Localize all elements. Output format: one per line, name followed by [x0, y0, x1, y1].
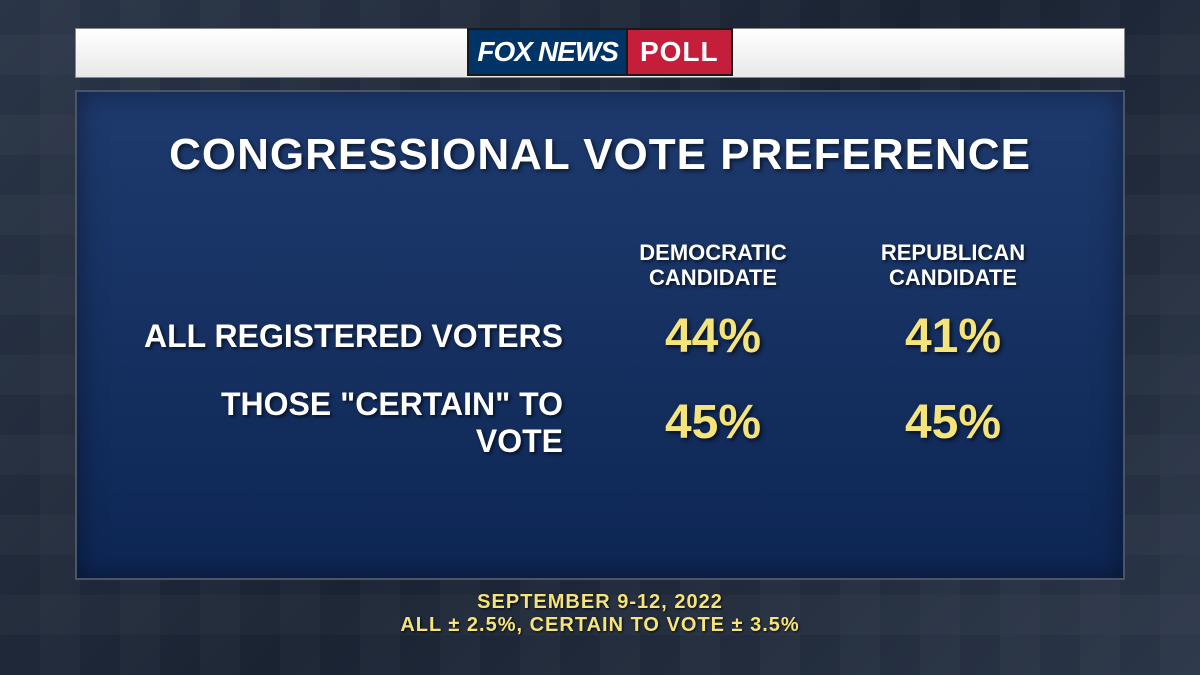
col-line2: CANDIDATE: [593, 265, 833, 290]
value-cell: 45%: [833, 395, 1073, 450]
footer-date: SEPTEMBER 9-12, 2022: [0, 591, 1200, 614]
news-text: NEWS: [538, 36, 618, 68]
table-row: THOSE "CERTAIN" TO VOTE 45% 45%: [127, 386, 1073, 460]
footer: SEPTEMBER 9-12, 2022 ALL ± 2.5%, CERTAIN…: [0, 591, 1200, 637]
row-label: THOSE "CERTAIN" TO VOTE: [127, 386, 593, 460]
col-line1: REPUBLICAN: [833, 240, 1073, 265]
value-cell: 41%: [833, 309, 1073, 364]
col-line2: CANDIDATE: [833, 265, 1073, 290]
top-bar: FOX NEWS POLL: [75, 28, 1125, 78]
logo-container: FOX NEWS POLL: [467, 28, 732, 76]
column-header-dem: DEMOCRATIC CANDIDATE: [593, 240, 833, 291]
poll-logo: POLL: [628, 28, 733, 76]
footer-margin: ALL ± 2.5%, CERTAIN TO VOTE ± 3.5%: [0, 614, 1200, 637]
main-panel: CONGRESSIONAL VOTE PREFERENCE DEMOCRATIC…: [75, 90, 1125, 580]
fox-text: FOX: [477, 36, 532, 68]
data-table: DEMOCRATIC CANDIDATE REPUBLICAN CANDIDAT…: [77, 240, 1123, 460]
table-row: ALL REGISTERED VOTERS 44% 41%: [127, 309, 1073, 364]
header-row: DEMOCRATIC CANDIDATE REPUBLICAN CANDIDAT…: [127, 240, 1073, 291]
column-header-rep: REPUBLICAN CANDIDATE: [833, 240, 1073, 291]
fox-news-logo: FOX NEWS: [467, 28, 628, 76]
col-line1: DEMOCRATIC: [593, 240, 833, 265]
value-cell: 45%: [593, 395, 833, 450]
row-label: ALL REGISTERED VOTERS: [127, 318, 593, 355]
chart-title: CONGRESSIONAL VOTE PREFERENCE: [77, 130, 1123, 180]
value-cell: 44%: [593, 309, 833, 364]
poll-text: POLL: [640, 36, 719, 68]
